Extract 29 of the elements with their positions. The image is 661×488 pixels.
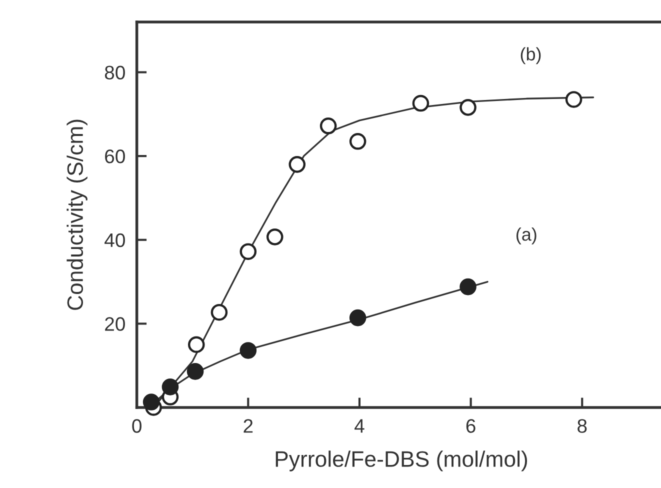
x-tick-label: 4 bbox=[354, 419, 364, 433]
point bbox=[162, 378, 179, 396]
point bbox=[412, 94, 430, 112]
y-tick-label: 80 bbox=[104, 66, 125, 80]
x-tick-label: 2 bbox=[244, 419, 253, 433]
series-label: (b) bbox=[520, 47, 541, 64]
y-tick-label: 20 bbox=[105, 317, 125, 331]
x-tick-label: 0 bbox=[132, 419, 142, 433]
point bbox=[460, 278, 476, 296]
point bbox=[320, 117, 337, 134]
point bbox=[188, 336, 205, 354]
point bbox=[288, 156, 306, 173]
point bbox=[186, 363, 204, 380]
point bbox=[460, 99, 476, 116]
point bbox=[210, 304, 228, 321]
point bbox=[349, 132, 366, 150]
x-tick-label: 8 bbox=[578, 419, 587, 433]
point bbox=[240, 243, 257, 260]
point bbox=[240, 342, 257, 359]
text: (a) bbox=[516, 228, 536, 244]
y-axis-title: Conductivity (S/cm) bbox=[66, 120, 88, 310]
y-tick-label: 40 bbox=[104, 233, 125, 248]
x-tick-label: 6 bbox=[466, 419, 476, 433]
point bbox=[349, 309, 366, 326]
point bbox=[142, 394, 160, 410]
point bbox=[266, 228, 284, 246]
y-tick-label: 60 bbox=[105, 150, 125, 164]
point bbox=[565, 91, 582, 108]
x-axis-title: Pyrrole/Fe-DBS (mol/mol) bbox=[276, 450, 528, 472]
